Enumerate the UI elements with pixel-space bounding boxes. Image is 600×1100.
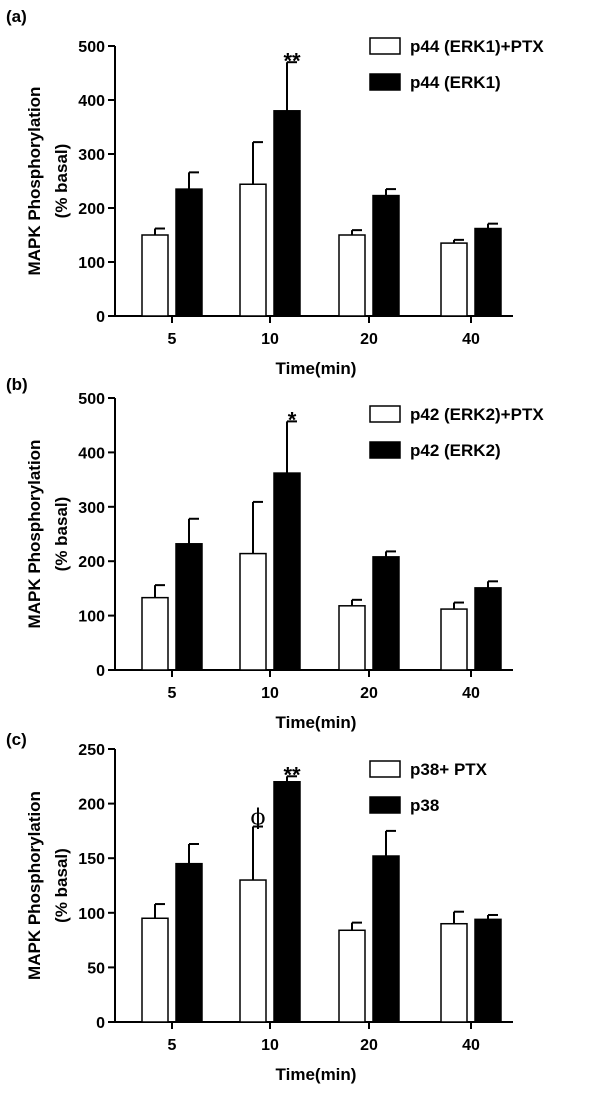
y-tick-label: 0 — [96, 309, 105, 326]
bar — [338, 929, 366, 1023]
legend-label: p38 — [410, 796, 439, 815]
bar — [273, 110, 301, 317]
y-tick-label: 100 — [78, 906, 105, 923]
significance-marker: ** — [283, 762, 301, 787]
bar — [372, 556, 400, 671]
bar — [474, 918, 502, 1023]
bar — [372, 194, 400, 317]
bar — [239, 879, 267, 1023]
bar — [175, 188, 203, 317]
x-axis-title: Time(min) — [276, 359, 357, 378]
x-tick-label: 40 — [462, 1037, 480, 1054]
bar — [440, 922, 468, 1023]
x-tick-label: 40 — [462, 331, 480, 348]
legend-swatch — [369, 760, 401, 778]
bar — [141, 234, 169, 317]
y-tick-label: 50 — [87, 960, 105, 977]
bar — [440, 242, 468, 317]
y-tick-label: 100 — [78, 255, 105, 272]
significance-marker: * — [288, 407, 297, 432]
x-tick-label: 20 — [360, 685, 378, 702]
x-tick-label: 10 — [261, 1037, 279, 1054]
y-tick-label: 0 — [96, 663, 105, 680]
chart-panel-a: (a) 0 100 200 300 400 500 5 10 20 40 Time(min) MAPK … — [6, 7, 544, 378]
x-tick-label: 20 — [360, 1037, 378, 1054]
panel-label: (b) — [6, 375, 28, 394]
x-tick-label: 10 — [261, 685, 279, 702]
legend-swatch — [369, 441, 401, 459]
x-tick-label: 40 — [462, 685, 480, 702]
y-axis-title: MAPK Phosphorylation — [25, 87, 44, 276]
legend-swatch — [369, 796, 401, 814]
y-tick-label: 300 — [78, 147, 105, 164]
y-tick-label: 200 — [78, 554, 105, 571]
y-axis-title: MAPK Phosphorylation — [25, 791, 44, 980]
y-tick-label: 500 — [78, 391, 105, 408]
bar — [141, 917, 169, 1023]
y-tick-label: 200 — [78, 797, 105, 814]
x-tick-label: 10 — [261, 331, 279, 348]
y-axis-subtitle: (% basal) — [52, 144, 71, 219]
legend-label: p44 (ERK1)+PTX — [410, 37, 544, 56]
bar — [175, 862, 203, 1023]
chart-panel-b: (b) 0 100 200 300 400 500 5 10 20 40 Time(min) MAPK … — [6, 375, 544, 732]
y-tick-label: 150 — [78, 851, 105, 868]
chart-panel-c: (c) 0 50 100 150 200 250 5 10 20 40 Time(min) MAPK P… — [6, 730, 513, 1084]
y-tick-label: 100 — [78, 609, 105, 626]
significance-marker: ϕ — [251, 806, 266, 831]
legend-label: p42 (ERK2)+PTX — [410, 405, 544, 424]
bar — [372, 855, 400, 1023]
panel-label: (a) — [6, 7, 27, 26]
bar — [440, 608, 468, 671]
legend-swatch — [369, 73, 401, 91]
y-axis-subtitle: (% basal) — [52, 848, 71, 923]
bar — [474, 587, 502, 671]
y-tick-label: 300 — [78, 500, 105, 517]
x-axis-title: Time(min) — [276, 1065, 357, 1084]
bar — [338, 234, 366, 317]
bar — [338, 605, 366, 671]
x-axis-title: Time(min) — [276, 713, 357, 732]
bar — [141, 596, 169, 671]
bar — [175, 543, 203, 671]
x-tick-label: 5 — [168, 331, 177, 348]
x-tick-label: 5 — [168, 685, 177, 702]
y-tick-label: 200 — [78, 201, 105, 218]
y-axis-subtitle: (% basal) — [52, 497, 71, 572]
legend-swatch — [369, 37, 401, 55]
significance-marker: ** — [283, 49, 301, 74]
legend-swatch — [369, 405, 401, 423]
y-tick-label: 0 — [96, 1015, 105, 1032]
panel-label: (c) — [6, 730, 27, 749]
y-tick-label: 400 — [78, 445, 105, 462]
bar — [273, 781, 301, 1023]
legend-label: p38+ PTX — [410, 760, 488, 779]
bar — [273, 472, 301, 671]
y-axis-title: MAPK Phosphorylation — [25, 440, 44, 629]
bar — [239, 183, 267, 317]
legend-label: p42 (ERK2) — [410, 441, 501, 460]
bar — [239, 552, 267, 671]
y-tick-label: 250 — [78, 742, 105, 759]
y-tick-label: 500 — [78, 39, 105, 56]
x-tick-label: 5 — [168, 1037, 177, 1054]
y-tick-label: 400 — [78, 93, 105, 110]
x-tick-label: 20 — [360, 331, 378, 348]
legend-label: p44 (ERK1) — [410, 73, 501, 92]
bar — [474, 227, 502, 317]
